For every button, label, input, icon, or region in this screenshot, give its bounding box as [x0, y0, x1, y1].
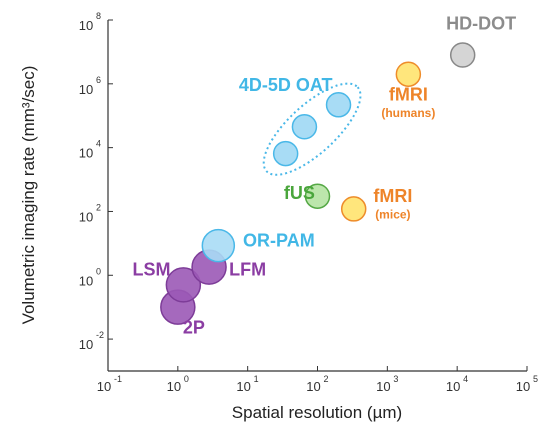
point-label: HD-DOT — [446, 14, 516, 34]
x-tick-label: 10 — [516, 379, 530, 394]
y-tick-exponent: 4 — [96, 139, 101, 149]
point-fus — [304, 183, 331, 209]
x-tick-label: 10 — [376, 379, 390, 394]
oat-ellipse — [262, 82, 362, 176]
point-label: OR-PAM — [243, 230, 315, 250]
x-axis-label: Spatial resolution (µm) — [232, 403, 402, 422]
x-tick-label: 10 — [97, 379, 111, 394]
x-tick-exponent: 3 — [393, 374, 398, 384]
y-tick-exponent: -2 — [96, 330, 104, 340]
x-tick-exponent: 4 — [463, 374, 468, 384]
point-label: fMRI — [373, 186, 412, 206]
y-axis-label: Volumetric imaging rate (mm³/sec) — [19, 66, 38, 325]
y-tick-label: 10 — [79, 209, 93, 224]
y-tick-label: 10 — [79, 146, 93, 161]
oat-point — [272, 140, 299, 167]
oat-group — [262, 82, 362, 176]
oat-point — [291, 114, 318, 140]
x-tick-label: 10 — [306, 379, 320, 394]
x-tick-label: 10 — [236, 379, 250, 394]
x-tick-exponent: 1 — [254, 374, 259, 384]
point-or-pam — [201, 228, 236, 263]
points — [160, 42, 476, 325]
y-tick-label: 10 — [79, 82, 93, 97]
point-fmri-mice — [340, 196, 367, 222]
y-tick-label: 10 — [79, 337, 93, 352]
x-tick-label: 10 — [446, 379, 460, 394]
point-fmri-humans — [395, 61, 422, 87]
point-label: fUS — [284, 183, 315, 203]
ticks: 10 -1 10 0 10 1 10 2 10 3 10 4 10 510-210010210410610… — [79, 11, 538, 394]
y-tick-label: 10 — [79, 18, 93, 33]
point-label: 2P — [183, 317, 205, 337]
point-hd-dot — [449, 42, 476, 68]
x-tick-exponent: 0 — [184, 374, 189, 384]
point-lsm — [165, 267, 202, 303]
y-tick-exponent: 8 — [96, 11, 101, 21]
point-label: (humans) — [381, 106, 435, 120]
y-tick-label: 10 — [79, 273, 93, 288]
x-tick-label: 10 — [167, 379, 181, 394]
x-tick-exponent: 5 — [533, 374, 538, 384]
oat-point — [325, 92, 352, 118]
point-label: (mice) — [375, 208, 410, 222]
y-tick-exponent: 6 — [96, 75, 101, 85]
point-label: 4D-5D OAT — [239, 75, 333, 95]
x-tick-exponent: 2 — [324, 374, 329, 384]
point-label: LSM — [133, 259, 171, 279]
x-tick-exponent: -1 — [114, 374, 122, 384]
y-tick-exponent: 2 — [96, 202, 101, 212]
point-label: fMRI — [389, 85, 428, 105]
y-tick-exponent: 0 — [96, 266, 101, 276]
point-label: LFM — [229, 259, 266, 279]
